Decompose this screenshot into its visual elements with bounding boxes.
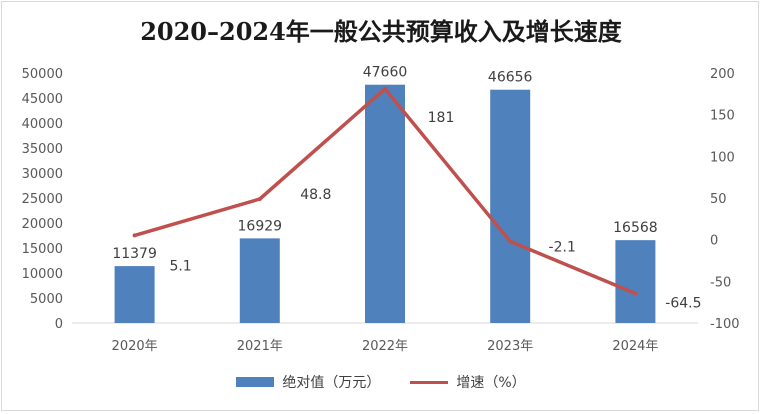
bar-data-label: 11379	[112, 246, 157, 262]
y-left-tick-label: 0	[55, 317, 63, 332]
bar-data-label: 16568	[613, 220, 658, 236]
y-left-tick-label: 10000	[22, 267, 63, 282]
bar-data-label: 16929	[238, 218, 283, 234]
growth-line-point	[132, 233, 137, 238]
legend-item-line: 增速（%）	[410, 372, 526, 392]
line-layer	[132, 86, 638, 296]
growth-line-point	[633, 291, 638, 296]
growth-line-point	[508, 239, 513, 244]
y-right-tick-label: -100	[710, 317, 740, 332]
labels-layer: 11379 16929 47660 46656 16568 5.1 48.8 181 -2.1 -…	[112, 65, 701, 312]
growth-line-point	[257, 197, 262, 201]
line-data-label: -2.1	[549, 239, 576, 255]
y-right-tick-label: 150	[710, 109, 735, 124]
legend-swatch-line	[410, 380, 449, 384]
x-tick-label: 2020年	[112, 339, 158, 354]
y-right-tick-label: 200	[710, 67, 735, 82]
y-left-tick-label: 5000	[30, 292, 63, 307]
bar	[490, 89, 531, 323]
bar	[239, 238, 280, 323]
y-left-tick-label: 45000	[22, 92, 63, 107]
bar-data-label: 47660	[363, 65, 408, 81]
legend-item-bars: 绝对值（万元）	[236, 372, 380, 392]
legend-swatch-bar	[236, 377, 275, 387]
y-left-tick-label: 50000	[22, 67, 63, 82]
y-right-tick-label: 100	[710, 150, 735, 165]
bar	[114, 266, 155, 323]
axes-layer: 0 5000 10000 15000 20000 25000 30000 35000 40000…	[22, 67, 740, 354]
legend-label-line: 增速（%）	[456, 375, 526, 391]
y-left-tick-label: 15000	[22, 242, 63, 257]
bar	[365, 84, 405, 323]
line-data-label: 48.8	[300, 187, 331, 203]
y-left-tick-label: 30000	[22, 167, 63, 182]
x-tick-label: 2021年	[237, 339, 283, 354]
line-data-label: 181	[428, 110, 455, 126]
y-right-tick-label: -50	[710, 275, 731, 290]
y-right-tick-label: 0	[710, 234, 718, 249]
y-left-tick-label: 35000	[22, 142, 63, 157]
growth-line-point	[383, 86, 387, 91]
y-left-tick-label: 25000	[22, 192, 63, 207]
chart-title: 2020–2024年一般公共预算收入及增长速度	[140, 17, 622, 46]
bar	[615, 240, 656, 323]
legend-label-bars: 绝对值（万元）	[282, 375, 381, 391]
x-tick-label: 2022年	[362, 339, 408, 354]
legend: 绝对值（万元） 增速（%）	[0, 372, 762, 392]
x-tick-label: 2023年	[487, 339, 533, 354]
y-left-tick-label: 20000	[22, 217, 63, 232]
y-left-tick-label: 40000	[22, 117, 63, 132]
bars-layer	[114, 84, 656, 323]
x-tick-label: 2024年	[612, 339, 658, 354]
line-data-label: 5.1	[169, 258, 191, 274]
y-right-tick-label: 50	[710, 192, 727, 207]
line-data-label: -64.5	[665, 295, 701, 311]
bar-data-label: 46656	[488, 70, 533, 86]
